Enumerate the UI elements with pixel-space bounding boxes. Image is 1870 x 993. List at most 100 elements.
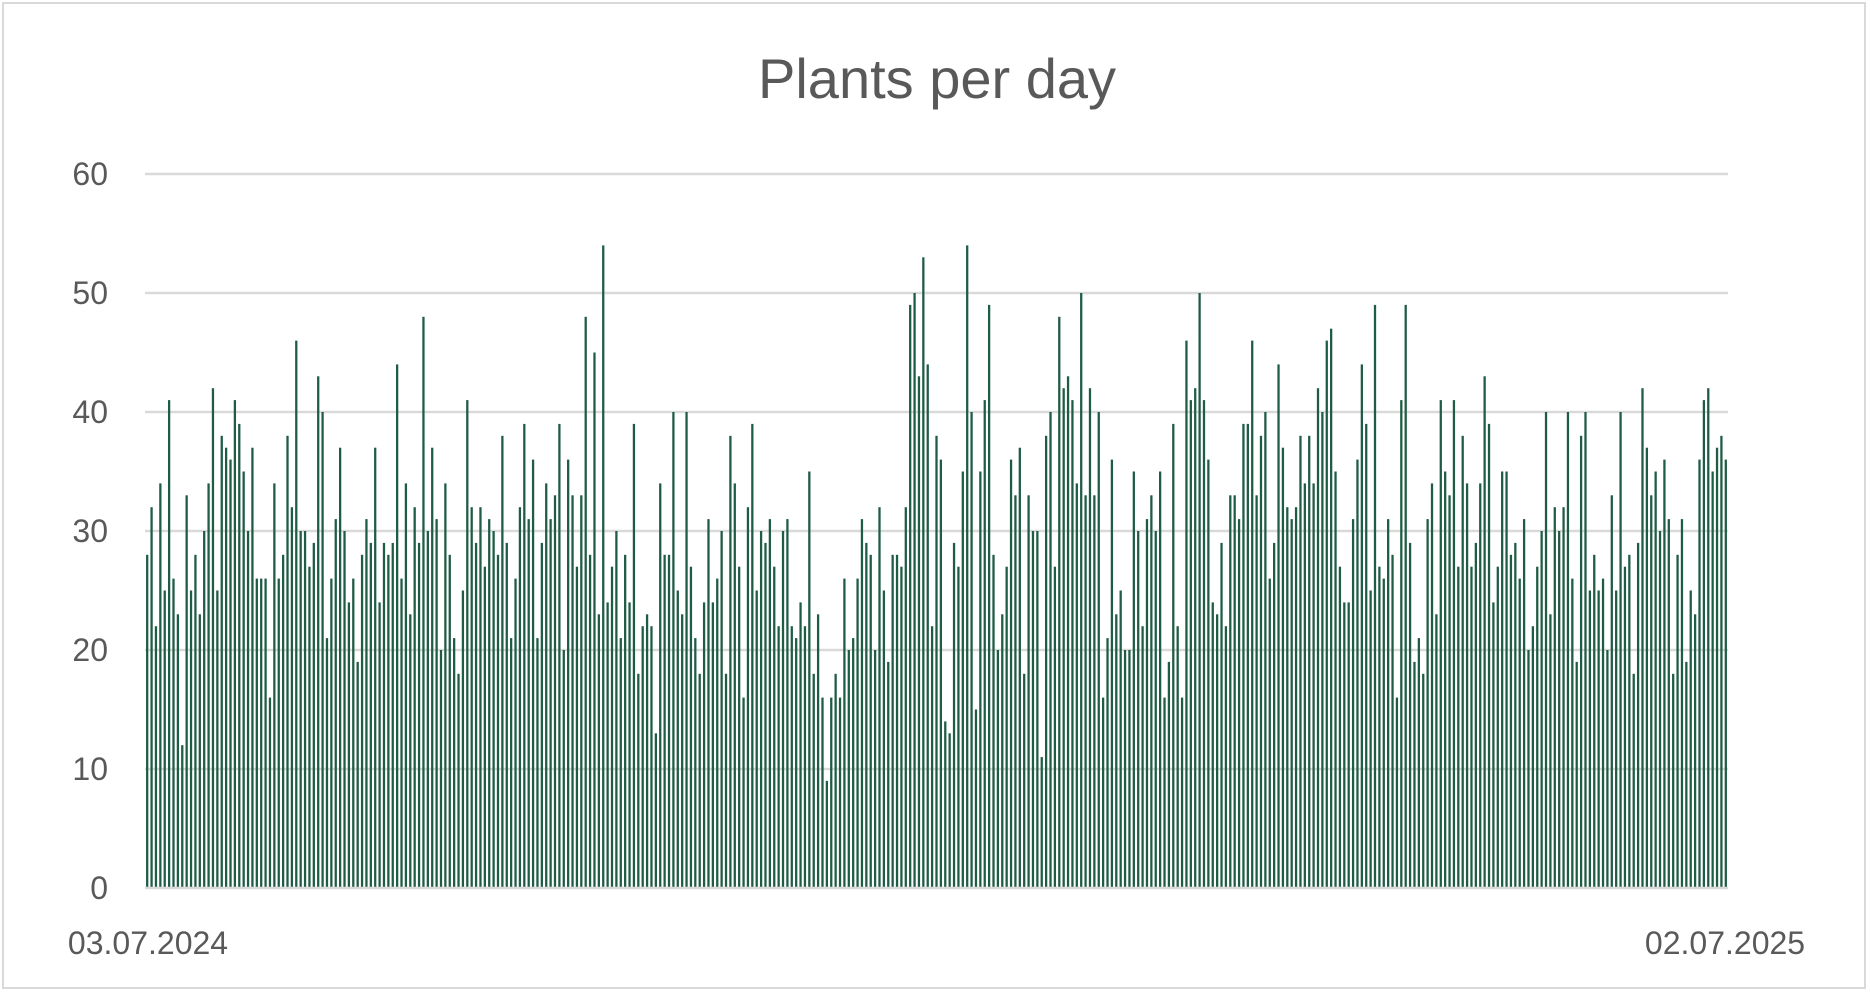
bar (518, 507, 522, 888)
y-tick-label: 20 (72, 632, 108, 668)
bar (1461, 435, 1464, 888)
bar (360, 554, 364, 888)
bar (935, 435, 938, 888)
bar (207, 483, 210, 888)
bar (1159, 471, 1162, 888)
bar (1369, 590, 1372, 888)
bar (702, 602, 706, 888)
bar (689, 566, 693, 888)
y-tick-label: 40 (72, 394, 108, 430)
bar (667, 554, 671, 888)
bar (869, 554, 872, 888)
bar (1259, 435, 1263, 888)
bar (1382, 578, 1385, 888)
bar (729, 435, 732, 888)
bar (238, 423, 241, 888)
bar (1378, 566, 1381, 888)
bar (1321, 412, 1324, 888)
bar (1566, 412, 1570, 888)
bar (264, 578, 267, 888)
bar (1246, 423, 1249, 888)
bar (917, 376, 921, 888)
bar (505, 542, 508, 888)
bar (299, 531, 302, 888)
bar (1325, 340, 1328, 889)
bar (1040, 757, 1043, 888)
bar (676, 590, 679, 888)
bar (1198, 293, 1201, 888)
bar (1562, 507, 1565, 888)
bar (1036, 531, 1039, 888)
bar (312, 542, 315, 888)
bar (659, 483, 662, 888)
bar (426, 531, 429, 888)
bar (211, 388, 215, 888)
bar (510, 638, 513, 888)
bar (645, 614, 649, 888)
bar (1044, 435, 1048, 888)
bar (1527, 650, 1530, 888)
bar (755, 590, 758, 888)
bar (1610, 495, 1613, 888)
bar (1553, 507, 1556, 888)
bar (952, 542, 956, 888)
bar (751, 423, 754, 888)
bar (1075, 483, 1078, 888)
bar (1115, 614, 1118, 888)
bar (1632, 673, 1635, 888)
bar (1097, 412, 1100, 888)
bar (268, 697, 272, 888)
bar (1172, 423, 1175, 888)
bar (466, 400, 469, 888)
bar (1224, 626, 1228, 888)
bar (1715, 447, 1719, 888)
bar (1080, 293, 1083, 888)
bar (746, 507, 750, 888)
bar (338, 447, 342, 888)
bar (172, 578, 175, 888)
bar (843, 578, 846, 888)
bar (185, 495, 188, 888)
bar (825, 780, 829, 888)
bar (1615, 590, 1618, 888)
bar (720, 531, 723, 888)
bar (944, 721, 947, 888)
bar (1255, 495, 1258, 888)
bar (1531, 626, 1535, 888)
bar (847, 650, 850, 888)
bar (1487, 423, 1491, 888)
bar (303, 531, 307, 888)
bar (387, 554, 390, 888)
bar (1202, 400, 1206, 888)
bar (1435, 614, 1438, 888)
bar (1667, 519, 1670, 888)
bar (1049, 412, 1052, 888)
bar (1185, 340, 1188, 889)
bar (1023, 673, 1026, 888)
bar (1233, 495, 1236, 888)
bar (1053, 566, 1057, 888)
bar (768, 519, 772, 888)
bar (1334, 471, 1337, 888)
bar (1031, 531, 1035, 888)
bar (1058, 316, 1061, 888)
bar (1194, 388, 1197, 888)
bar (194, 554, 197, 888)
bar (1251, 340, 1254, 889)
bar (1597, 590, 1600, 888)
bar (781, 531, 785, 888)
bar (1360, 364, 1363, 888)
bar (891, 554, 894, 888)
bar (1264, 412, 1267, 888)
bar (1501, 471, 1504, 888)
y-axis-tick-labels: 0 10 20 30 40 50 60 (72, 156, 108, 906)
y-tick-label: 30 (72, 513, 108, 549)
bar (1663, 459, 1666, 888)
bar (461, 590, 465, 888)
bar (189, 590, 193, 888)
bar (878, 507, 881, 888)
bar (198, 614, 201, 888)
bar (216, 590, 219, 888)
bar (1088, 388, 1092, 888)
bar (1119, 590, 1122, 888)
